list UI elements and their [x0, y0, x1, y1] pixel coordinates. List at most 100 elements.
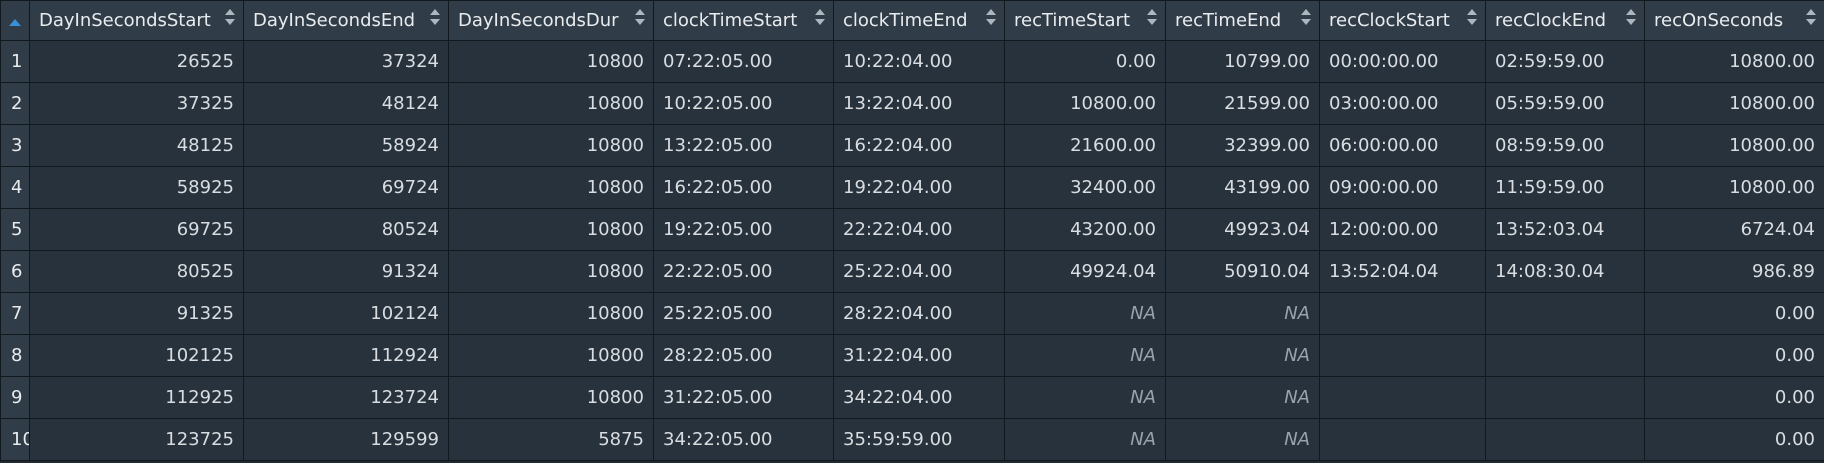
table-row[interactable]: 1 26525 37324 10800 07:22:05.00 10:22:04.00 0.… [0, 40, 1824, 83]
table-cell-rts: 43200.00 [1004, 208, 1166, 251]
sort-ascending-icon [9, 19, 21, 26]
table-cell-cts: 22:22:05.00 [653, 250, 834, 293]
table-cell-ros: 986.89 [1644, 250, 1824, 293]
table-cell-rte: NA [1165, 292, 1320, 335]
column-header-rectimestart[interactable]: recTimeStart [1004, 0, 1166, 41]
column-header-recclockend[interactable]: recClockEnd [1485, 0, 1645, 41]
table-row[interactable]: 3 48125 58924 10800 13:22:05.00 16:22:04.00 21… [0, 124, 1824, 167]
table-cell-cte: 10:22:04.00 [833, 40, 1005, 83]
column-header-dayinsecondsend[interactable]: DayInSecondsEnd [243, 0, 449, 41]
column-header-recclockstart[interactable]: recClockStart [1319, 0, 1486, 41]
table-cell-cte: 31:22:04.00 [833, 334, 1005, 377]
sort-updown-icon[interactable] [1467, 8, 1477, 28]
table-row[interactable]: 10123725129599587534:22:05.0035:59:59.00… [0, 418, 1824, 461]
table-cell-rce [1485, 292, 1645, 335]
table-cell-cte: 25:22:04.00 [833, 250, 1005, 293]
table-cell-rcs [1319, 334, 1486, 377]
table-cell-dsd: 10800 [448, 166, 654, 209]
table-cell-rcs [1319, 418, 1486, 461]
table-cell-rts: NA [1004, 376, 1166, 419]
table-cell-rts: NA [1004, 334, 1166, 377]
row-index: 5 [0, 208, 30, 251]
row-index: 9 [0, 376, 30, 419]
table-cell-dse: 112924 [243, 334, 449, 377]
table-row[interactable]: 7 91325 102124 10800 25:22:05.00 28:22:04.00 N… [0, 292, 1824, 335]
table-cell-ros: 0.00 [1644, 292, 1824, 335]
table-cell-rte: 32399.00 [1165, 124, 1320, 167]
table-cell-rcs [1319, 376, 1486, 419]
table-cell-dss: 102125 [29, 334, 244, 377]
table-body: 1 26525 37324 10800 07:22:05.00 10:22:04.00 0.… [0, 40, 1824, 461]
table-cell-rce: 14:08:30.04 [1485, 250, 1645, 293]
table-cell-ros: 0.00 [1644, 418, 1824, 461]
table-cell-ros: 10800.00 [1644, 82, 1824, 125]
table-cell-dse: 129599 [243, 418, 449, 461]
column-header-label: clockTimeEnd [843, 10, 968, 31]
table-row[interactable]: 9 112925 123724 10800 31:22:05.00 34:22:04.00… [0, 376, 1824, 419]
table-row[interactable]: 4 58925 69724 10800 16:22:05.00 19:22:04.00 32… [0, 166, 1824, 209]
column-header-dayinsecondsdur[interactable]: DayInSecondsDur [448, 0, 654, 41]
table-cell-cts: 16:22:05.00 [653, 166, 834, 209]
column-header-label: recClockStart [1329, 10, 1450, 31]
table-cell-cts: 31:22:05.00 [653, 376, 834, 419]
table-cell-dse: 123724 [243, 376, 449, 419]
table-cell-rte: NA [1165, 418, 1320, 461]
table-cell-dss: 80525 [29, 250, 244, 293]
table-cell-rte: 49923.04 [1165, 208, 1320, 251]
table-cell-dsd: 10800 [448, 292, 654, 335]
table-cell-rce: 13:52:03.04 [1485, 208, 1645, 251]
table-cell-ros: 0.00 [1644, 334, 1824, 377]
index-column-header[interactable] [0, 0, 30, 41]
column-header-reconseconds[interactable]: recOnSeconds [1644, 0, 1824, 41]
table-cell-dsd: 10800 [448, 124, 654, 167]
table-cell-rte: NA [1165, 376, 1320, 419]
table-cell-dsd: 10800 [448, 40, 654, 83]
column-header-rectimeend[interactable]: recTimeEnd [1165, 0, 1320, 41]
table-row[interactable]: 5 69725 80524 10800 19:22:05.00 22:22:04.00 43… [0, 208, 1824, 251]
column-header-label: recClockEnd [1495, 10, 1607, 31]
sort-updown-icon[interactable] [815, 8, 825, 28]
column-header-clocktimeend[interactable]: clockTimeEnd [833, 0, 1005, 41]
column-header-label: recOnSeconds [1654, 10, 1784, 31]
table-cell-rts: NA [1004, 292, 1166, 335]
sort-updown-icon[interactable] [1147, 8, 1157, 28]
table-row[interactable]: 2 37325 48124 10800 10:22:05.00 13:22:04.00 10… [0, 82, 1824, 125]
sort-updown-icon[interactable] [225, 8, 235, 28]
table-cell-rce: 08:59:59.00 [1485, 124, 1645, 167]
sort-updown-icon[interactable] [1806, 8, 1816, 28]
table-cell-rts: 10800.00 [1004, 82, 1166, 125]
sort-updown-icon[interactable] [430, 8, 440, 28]
table-cell-rcs: 09:00:00.00 [1319, 166, 1486, 209]
table-cell-rte: 10799.00 [1165, 40, 1320, 83]
table-cell-rts: NA [1004, 418, 1166, 461]
column-header-dayinsecondsstart[interactable]: DayInSecondsStart [29, 0, 244, 41]
table-cell-dss: 37325 [29, 82, 244, 125]
table-cell-rcs [1319, 292, 1486, 335]
sort-updown-icon[interactable] [1301, 8, 1311, 28]
column-header-label: DayInSecondsEnd [253, 10, 416, 31]
table-cell-dse: 80524 [243, 208, 449, 251]
table-cell-dse: 102124 [243, 292, 449, 335]
table-cell-rce [1485, 376, 1645, 419]
sort-updown-icon[interactable] [986, 8, 996, 28]
table-cell-rce [1485, 418, 1645, 461]
table-cell-cte: 16:22:04.00 [833, 124, 1005, 167]
table-cell-dsd: 10800 [448, 208, 654, 251]
sort-updown-icon[interactable] [635, 8, 645, 28]
column-header-clocktimestart[interactable]: clockTimeStart [653, 0, 834, 41]
table-cell-ros: 0.00 [1644, 376, 1824, 419]
table-row[interactable]: 6 80525 91324 10800 22:22:05.00 25:22:04.00 49… [0, 250, 1824, 293]
table-cell-rcs: 13:52:04.04 [1319, 250, 1486, 293]
table-cell-ros: 10800.00 [1644, 124, 1824, 167]
row-index: 1 [0, 40, 30, 83]
table-cell-dsd: 10800 [448, 82, 654, 125]
table-cell-rcs: 03:00:00.00 [1319, 82, 1486, 125]
sort-updown-icon[interactable] [1626, 8, 1636, 28]
table-row[interactable]: 8 102125 112924 10800 28:22:05.00 31:22:04.00… [0, 334, 1824, 377]
row-index: 2 [0, 82, 30, 125]
row-index: 6 [0, 250, 30, 293]
row-index: 10 [0, 418, 30, 461]
table-cell-rce [1485, 334, 1645, 377]
table-cell-dse: 37324 [243, 40, 449, 83]
